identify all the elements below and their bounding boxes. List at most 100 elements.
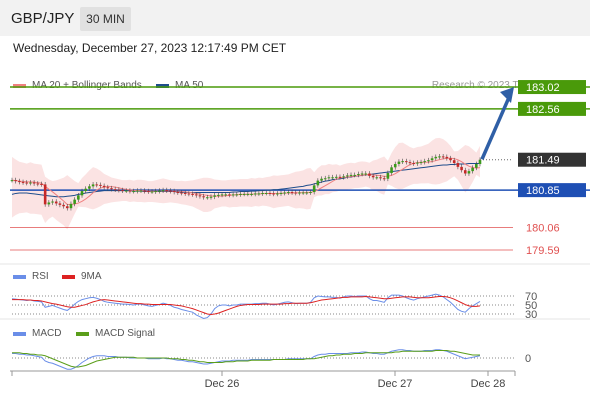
candle-body (327, 177, 331, 179)
candle-body (279, 192, 283, 194)
rsi-9ma-line (12, 295, 481, 315)
candle-body (419, 162, 423, 164)
candle-body (224, 194, 228, 196)
candle-body (154, 191, 158, 193)
macd-label: MACD (32, 328, 62, 339)
candle-body (416, 162, 419, 164)
ma50-swatch (156, 83, 169, 88)
candle-body (268, 192, 272, 194)
candle-body (349, 174, 353, 176)
candle-body (456, 163, 460, 167)
macd-line (12, 349, 481, 370)
candle-body (445, 156, 449, 159)
timeframe-button[interactable]: 30 MIN (80, 7, 131, 31)
candle-body (102, 185, 106, 188)
target-arrow-shaft (480, 94, 512, 160)
bollinger-band-area (12, 137, 480, 230)
candle-body (264, 192, 268, 194)
candle-body (180, 192, 183, 194)
candle-body (287, 192, 290, 194)
level-label: 180.06 (526, 223, 560, 235)
candle-body (404, 161, 408, 163)
ma20-swatch (13, 83, 26, 88)
candle-body (290, 192, 294, 194)
candle-body (139, 190, 143, 192)
candle-body (239, 193, 242, 195)
candle-body (169, 190, 172, 192)
candle-body (309, 192, 312, 194)
candle-body (253, 193, 257, 195)
candle-body (209, 196, 213, 198)
candle-body (283, 192, 286, 194)
candle-body (158, 190, 161, 192)
candle-body (316, 180, 320, 186)
candle-body (475, 164, 478, 168)
macd-signal-label: MACD Signal (95, 328, 156, 339)
candle-body (21, 182, 25, 184)
candle-body (124, 190, 128, 192)
timestamp: Wednesday, December 27, 2023 12:17:49 PM… (13, 41, 287, 55)
macd-signal-swatch (76, 331, 89, 336)
legend-ma20: MA 20 + Bollinger Bands (13, 80, 142, 91)
macd-tick-label: 0 (525, 353, 531, 365)
candle-body (430, 158, 434, 161)
candle-body (36, 183, 40, 185)
candle-body (375, 177, 379, 179)
candle-body (183, 192, 187, 194)
macd-signal-line (12, 350, 480, 368)
candle-body (228, 194, 231, 196)
candle-body (478, 159, 482, 164)
rsi-tick-label: 30 (525, 309, 537, 321)
level-tag (518, 101, 586, 116)
candle-body (305, 192, 309, 194)
candle-body (217, 194, 220, 196)
candle-body (371, 175, 375, 178)
candle-body (77, 195, 80, 200)
candle-body (364, 173, 368, 175)
candle-body (298, 192, 301, 194)
candle-body (165, 190, 169, 192)
candle-body (10, 180, 14, 182)
candle-body (95, 184, 99, 186)
legend-ma50: MA 50 (156, 80, 203, 91)
candle-body (18, 181, 21, 183)
candle-body (250, 193, 253, 195)
legend-macd-signal: MACD Signal (76, 328, 155, 339)
candle-body (213, 195, 216, 197)
candle-body (62, 204, 65, 207)
candle-body (84, 188, 88, 192)
candle-body (379, 177, 382, 179)
ma20-line (11, 157, 481, 205)
x-tick-label: Dec 26 (205, 378, 240, 390)
candle-body (29, 182, 32, 184)
candle-body (88, 186, 91, 189)
candle-body (449, 158, 452, 161)
level-tag (518, 80, 586, 95)
candle-body (342, 176, 345, 178)
candle-body (434, 156, 438, 159)
rsi-label: RSI (32, 271, 49, 282)
level-label: 182.56 (526, 104, 560, 116)
candle-body (14, 180, 17, 182)
candle-body (220, 194, 224, 196)
candle-body (393, 164, 397, 168)
candle-body (331, 177, 334, 179)
candle-body (463, 170, 467, 174)
candle-body (368, 173, 371, 176)
candle-body (54, 201, 58, 204)
candle-body (69, 203, 73, 209)
macd-swatch (13, 331, 26, 336)
candle-body (43, 184, 47, 205)
rsi-swatch (13, 274, 26, 279)
candle-body (423, 161, 427, 163)
level-label: 179.59 (526, 245, 560, 257)
candle-body (441, 156, 445, 158)
candle-body (390, 167, 393, 174)
candle-body (32, 182, 36, 184)
candle-body (25, 182, 29, 184)
candle-body (438, 156, 441, 158)
candle-body (323, 178, 327, 180)
candle-body (276, 193, 279, 195)
candle-body (99, 184, 102, 186)
candle-body (401, 161, 404, 163)
